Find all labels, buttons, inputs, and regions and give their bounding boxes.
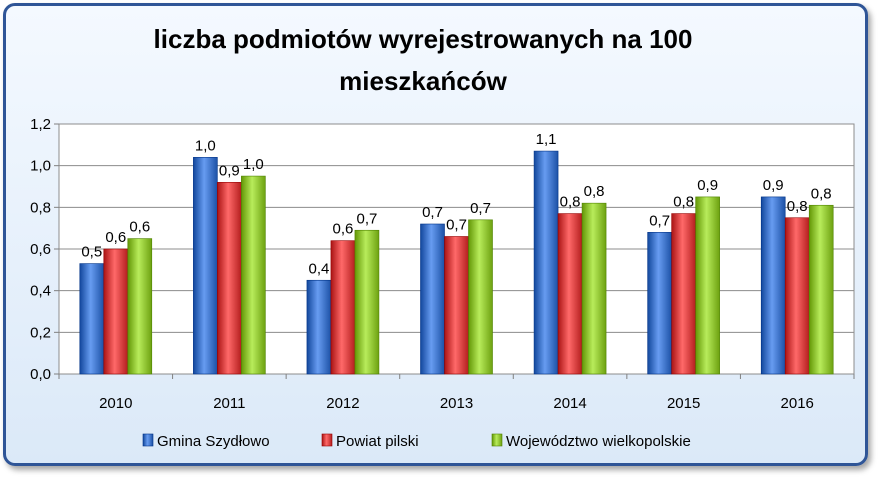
y-tick-label: 0,6 bbox=[30, 241, 51, 258]
bar bbox=[330, 240, 356, 375]
x-tick-label: 2013 bbox=[440, 395, 473, 412]
legend: Gmina Szydłowo Powiat pilski Województwo w… bbox=[142, 433, 691, 450]
bar bbox=[354, 229, 380, 375]
data-label: 0,7 bbox=[649, 212, 670, 229]
data-label: 0,4 bbox=[308, 260, 329, 277]
x-tick-label: 2011 bbox=[213, 395, 245, 412]
data-label: 1,0 bbox=[243, 156, 264, 173]
bar bbox=[241, 175, 266, 375]
data-labels: 0,50,60,61,00,9 1,00,40,60,7 0,70,70,71,10… bbox=[81, 131, 831, 277]
y-tick-label: 0,4 bbox=[30, 283, 51, 300]
legend-swatch bbox=[142, 433, 154, 447]
bar bbox=[808, 204, 834, 375]
data-label: 0,9 bbox=[697, 177, 718, 194]
legend-swatch bbox=[491, 433, 503, 447]
y-tick-label: 0,0 bbox=[30, 366, 51, 383]
bars bbox=[79, 150, 834, 375]
chart-title-line-1: liczba podmiotów wyrejestrowanych na 100 bbox=[154, 24, 693, 54]
x-tick-label: 2010 bbox=[99, 395, 132, 412]
legend-label: Województwo wielkopolskie bbox=[506, 433, 691, 450]
bar bbox=[533, 150, 559, 375]
bar bbox=[420, 223, 445, 375]
x-tick-label: 2012 bbox=[326, 395, 359, 412]
y-tick-label: 1,2 bbox=[30, 116, 51, 133]
x-tick-label: 2016 bbox=[781, 395, 814, 412]
bar bbox=[127, 238, 153, 375]
data-label: 0,5 bbox=[81, 244, 102, 261]
bar bbox=[444, 236, 469, 375]
y-axis: 0,0 0,2 0,4 0,6 0,8 1,0 1,2 bbox=[30, 116, 59, 383]
data-label: 1,1 bbox=[536, 131, 557, 148]
data-label: 0,6 bbox=[332, 221, 353, 238]
bar bbox=[647, 232, 672, 375]
data-label: 0,7 bbox=[470, 200, 491, 217]
data-label: 0,9 bbox=[219, 162, 240, 179]
bar bbox=[103, 248, 129, 375]
bar bbox=[760, 196, 786, 375]
x-axis: 2010 2011 2012 2013 2014 2015 2016 bbox=[58, 374, 855, 412]
bar bbox=[306, 279, 332, 375]
data-label: 0,6 bbox=[129, 219, 150, 236]
y-tick-label: 0,8 bbox=[30, 199, 51, 216]
bar bbox=[468, 219, 493, 375]
data-label: 0,7 bbox=[422, 204, 443, 221]
bar bbox=[581, 202, 607, 375]
data-label: 0,7 bbox=[446, 217, 467, 234]
y-tick-label: 0,2 bbox=[30, 324, 51, 341]
data-label: 0,8 bbox=[560, 194, 581, 211]
bar bbox=[217, 182, 242, 375]
bar bbox=[784, 217, 810, 375]
data-label: 1,0 bbox=[195, 137, 216, 154]
bar bbox=[695, 196, 720, 375]
legend-swatch bbox=[321, 433, 333, 447]
data-label: 0,7 bbox=[356, 210, 377, 227]
data-label: 0,8 bbox=[673, 194, 694, 211]
data-label: 0,8 bbox=[787, 198, 808, 215]
bar bbox=[193, 157, 218, 375]
data-label: 0,8 bbox=[811, 185, 832, 202]
data-label: 0,6 bbox=[105, 229, 126, 246]
bar bbox=[79, 263, 105, 375]
bar bbox=[671, 213, 696, 375]
x-tick-label: 2014 bbox=[553, 395, 586, 412]
y-tick-label: 1,0 bbox=[30, 158, 51, 175]
legend-label: Powiat pilski bbox=[336, 433, 419, 450]
data-label: 0,8 bbox=[584, 183, 605, 200]
x-tick-label: 2015 bbox=[667, 395, 700, 412]
bar bbox=[557, 213, 583, 375]
chart-title-line-2: mieszkańców bbox=[339, 66, 507, 96]
data-label: 0,9 bbox=[763, 177, 784, 194]
legend-label: Gmina Szydłowo bbox=[157, 433, 270, 450]
